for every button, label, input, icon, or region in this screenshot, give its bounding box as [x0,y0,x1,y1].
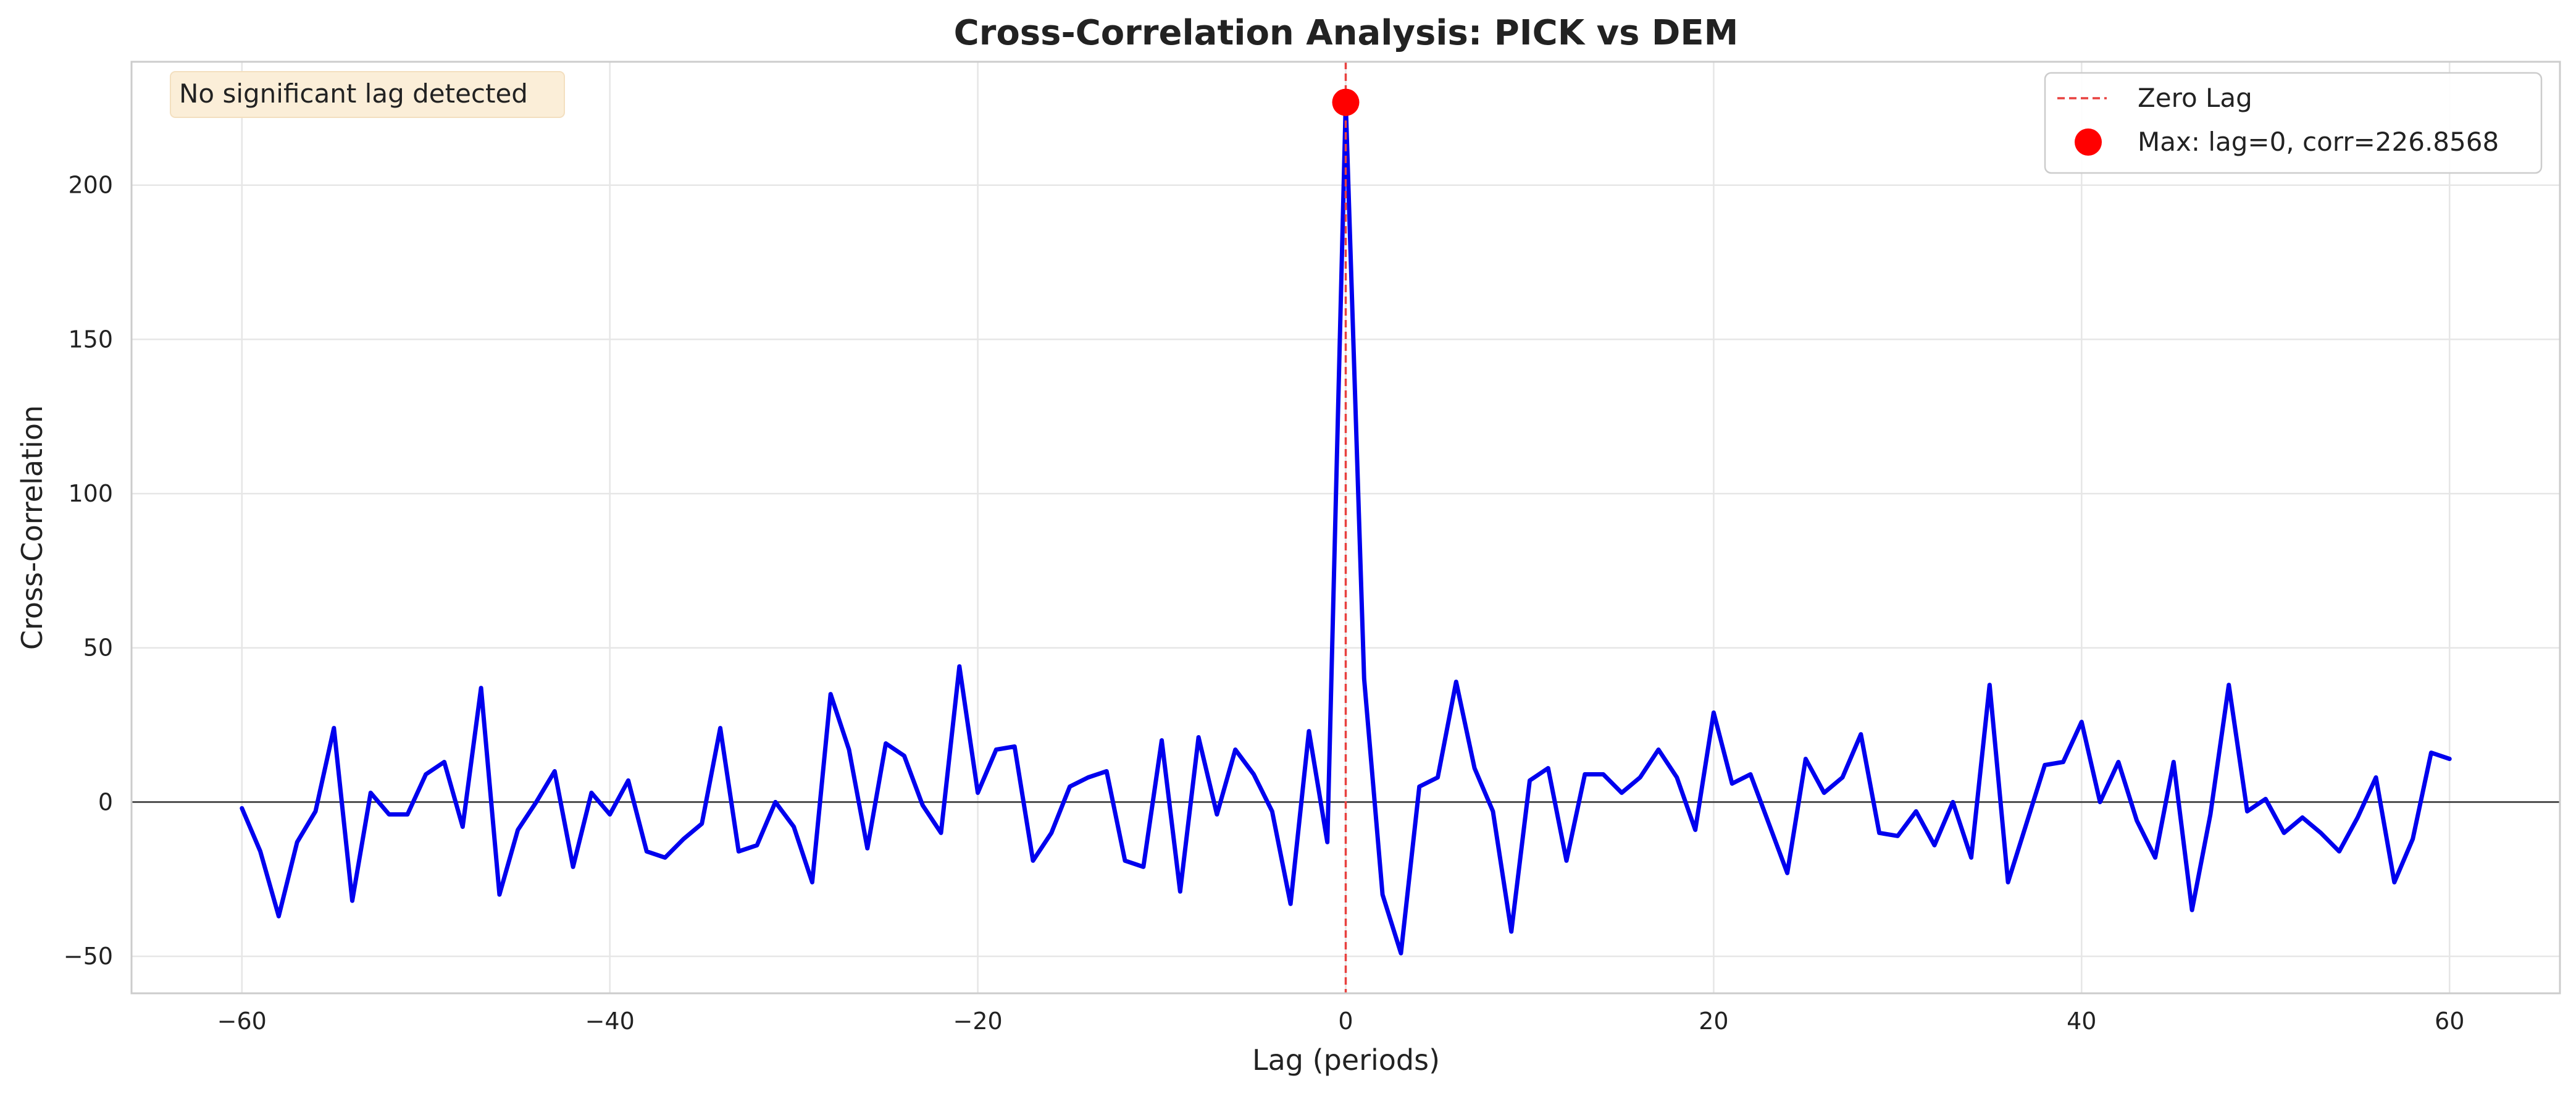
y-axis-ticks: −50 0 50 100 150 200 [64,172,113,970]
y-tick-label: 50 [83,634,113,662]
legend-frame [2044,72,2543,174]
max-correlation-marker [1332,88,1360,116]
y-axis-label: Cross-Correlation [15,405,49,650]
chart-title: Cross-Correlation Analysis: PICK vs DEM [954,13,1739,53]
legend-max-label: Max: lag=0, corr=226.8568 [2138,127,2499,157]
annotation-box: No significant lag detected [170,71,565,118]
max-marker-group [1332,88,1360,116]
x-tick-label: 0 [1338,1008,1353,1035]
x-tick-label: 20 [1699,1008,1728,1035]
x-tick-label: 60 [2435,1008,2464,1035]
y-tick-label: 150 [68,326,113,353]
x-axis-label: Lag (periods) [1252,1043,1440,1077]
x-axis-ticks: −60 −40 −20 0 20 40 60 [217,1008,2465,1035]
annotation-background [170,71,565,118]
annotation-text: No significant lag detected [179,78,528,109]
x-tick-label: −60 [217,1008,267,1035]
y-tick-label: 0 [98,788,113,815]
y-tick-label: 100 [68,480,113,507]
x-tick-label: 40 [2067,1008,2096,1035]
plot-frame [130,61,2561,995]
x-tick-label: −20 [953,1008,1002,1035]
legend-zero-lag-label: Zero Lag [2138,83,2252,113]
y-tick-label: 200 [68,172,113,199]
legend-max-swatch [2075,128,2102,156]
x-tick-label: −40 [585,1008,635,1035]
legend: Zero Lag Max: lag=0, corr=226.8568 [2044,72,2543,174]
y-tick-label: −50 [64,943,113,970]
